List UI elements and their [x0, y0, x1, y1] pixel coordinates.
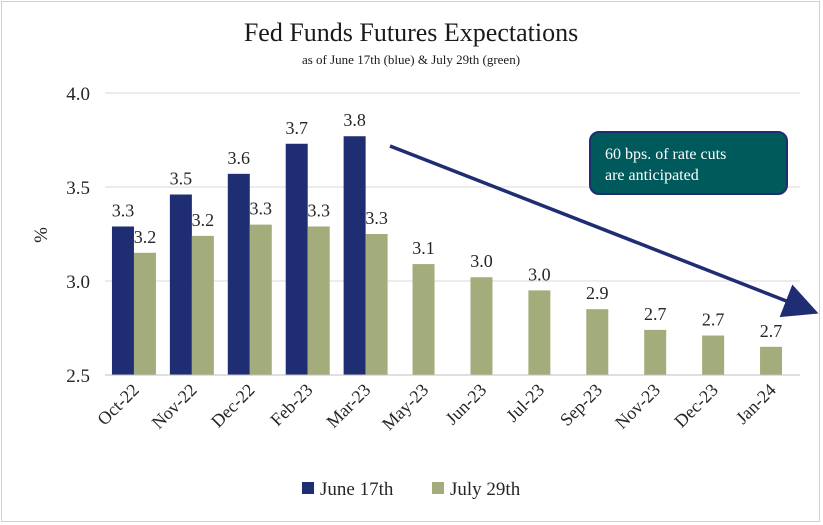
annotation-line-1: 60 bps. of rate cuts: [605, 146, 726, 163]
x-tick-label: Nov-22: [148, 380, 201, 433]
data-label-july-29th: 2.7: [702, 310, 725, 330]
data-label-july-29th: 3.3: [250, 199, 273, 219]
bar-june-17th: [169, 194, 192, 375]
bar-july-29th: [191, 235, 214, 375]
data-label-june-17th: 3.7: [285, 118, 308, 138]
data-label-july-29th: 2.7: [644, 304, 667, 324]
bar-july-29th: [412, 264, 435, 375]
data-label-july-29th: 3.1: [412, 238, 435, 258]
bar-july-29th: [249, 224, 272, 375]
data-label-july-29th: 2.7: [760, 321, 783, 341]
bar-july-29th: [307, 226, 330, 375]
bar-june-17th: [111, 226, 134, 375]
data-labels: 3.3 3.2 3.5 3.2 3.6 3.3 3.7 3.3 3.8 3.3 3.1 3.0 3.0 2…: [112, 110, 783, 341]
bar-july-29th: [470, 277, 493, 375]
chart-title: Fed Funds Futures Expectations: [244, 18, 578, 47]
bar-july-29th: [133, 252, 156, 375]
bar-july-29th: [644, 329, 667, 375]
x-tick-label: Jun-23: [441, 380, 490, 429]
data-label-july-29th: 3.0: [528, 264, 551, 284]
legend-label-june: June 17th: [320, 479, 394, 500]
y-tick-label: 3.0: [66, 272, 90, 293]
x-tick-label: Mar-23: [322, 380, 374, 432]
bar-july-29th: [365, 234, 388, 375]
y-tick-labels: 2.5 3.0 3.5 4.0: [66, 84, 90, 387]
y-axis-label: %: [31, 227, 52, 243]
x-tick-label: Dec-22: [207, 380, 259, 432]
x-tick-label: Feb-23: [266, 380, 316, 430]
x-tick-label: Sep-23: [556, 380, 606, 430]
x-tick-label: Dec-23: [670, 380, 722, 432]
bar-june-17th: [285, 143, 308, 375]
data-label-july-29th: 2.9: [586, 283, 609, 303]
legend-swatch-july: [432, 482, 444, 494]
x-tick-label: Oct-22: [93, 380, 142, 429]
data-label-june-17th: 3.6: [228, 148, 251, 168]
bar-june-17th: [227, 173, 250, 375]
legend-swatch-june: [302, 482, 314, 494]
bar-july-29th: [760, 346, 783, 375]
annotation-box: 60 bps. of rate cuts are anticipated: [589, 131, 788, 195]
x-tick-label: May-23: [378, 380, 432, 434]
bars: [111, 136, 783, 375]
bar-july-29th: [702, 335, 725, 375]
bar-june-17th: [343, 136, 366, 375]
y-tick-label: 3.5: [66, 178, 90, 199]
y-tick-label: 4.0: [66, 84, 90, 105]
trend-arrow: [389, 144, 819, 318]
annotation-background: [589, 131, 788, 195]
data-label-june-17th: 3.5: [170, 169, 193, 189]
legend: June 17th July 29th: [302, 479, 521, 500]
data-label-july-29th: 3.3: [365, 208, 388, 228]
annotation-line-2: are anticipated: [605, 167, 699, 184]
y-tick-label: 2.5: [66, 366, 90, 387]
x-tick-labels: Oct-22 Nov-22 Dec-22 Feb-23 Mar-23 May-23 Jun-…: [93, 380, 780, 434]
bar-july-29th: [528, 290, 551, 375]
x-tick-label: Nov-23: [611, 380, 664, 433]
x-tick-label: Jan-24: [732, 380, 780, 428]
data-label-july-29th: 3.2: [192, 210, 215, 230]
data-label-july-29th: 3.2: [134, 227, 157, 247]
data-label-june-17th: 3.8: [343, 110, 366, 130]
x-tick-label: Jul-23: [502, 380, 548, 426]
bar-july-29th: [586, 309, 609, 375]
data-label-june-17th: 3.3: [112, 200, 135, 220]
chart-subtitle: as of June 17th (blue) & July 29th (gree…: [302, 52, 520, 67]
data-label-july-29th: 3.3: [307, 200, 330, 220]
data-label-july-29th: 3.0: [470, 251, 493, 271]
legend-label-july: July 29th: [450, 479, 521, 500]
